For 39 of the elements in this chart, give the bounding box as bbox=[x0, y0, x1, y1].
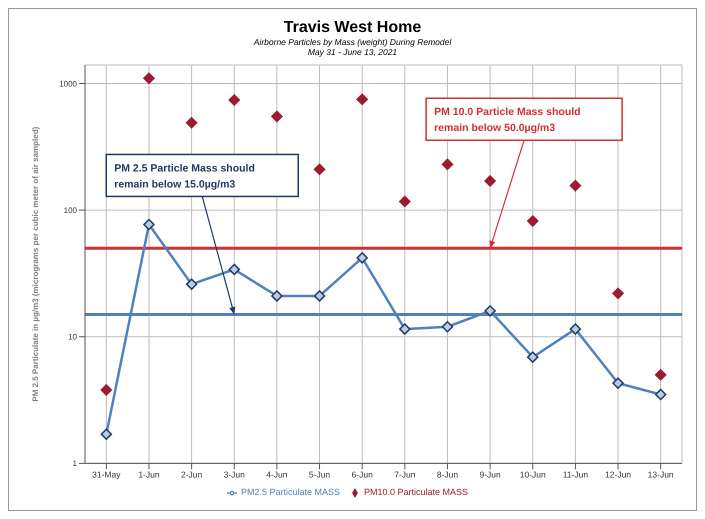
x-tick-label: 8-Jun bbox=[436, 469, 458, 480]
point bbox=[654, 369, 666, 381]
x-tick-label: 9-Jun bbox=[479, 469, 502, 480]
y-tick-label: 1 bbox=[72, 459, 78, 468]
point bbox=[399, 196, 411, 208]
y-tick-label: 1000 bbox=[59, 79, 78, 88]
y-tick-label: 100 bbox=[64, 206, 78, 215]
point bbox=[228, 94, 240, 106]
x-tick-label: 2-Jun bbox=[180, 469, 203, 480]
x-tick-label: 10-Jun bbox=[520, 469, 546, 480]
x-tick-label: 5-Jun bbox=[308, 469, 330, 480]
point bbox=[356, 94, 368, 106]
x-tick-label: 31-May bbox=[92, 469, 122, 480]
x-tick-label: 4-Jun bbox=[266, 469, 288, 480]
x-tick-label: 11-Jun bbox=[562, 469, 588, 480]
x-tick-label: 3-Jun bbox=[224, 469, 246, 480]
point bbox=[186, 116, 198, 128]
point bbox=[612, 288, 624, 300]
y-tick-label: 10 bbox=[68, 332, 78, 342]
x-tick-label: 1-Jun bbox=[138, 469, 160, 480]
chart-subtitle: Airborne Particles by Mass (weight) During Remodel May 31 - June 13, 2021 bbox=[252, 37, 452, 57]
x-tick-label: 7-Jun bbox=[394, 469, 416, 480]
x-tick-label: 13-Jun bbox=[648, 469, 674, 480]
point bbox=[442, 158, 454, 170]
x-tick-label: 6-Jun bbox=[352, 469, 374, 480]
point bbox=[271, 110, 283, 122]
point bbox=[314, 164, 326, 176]
point bbox=[527, 215, 538, 227]
point bbox=[570, 180, 582, 192]
point bbox=[143, 72, 155, 84]
point bbox=[484, 175, 496, 187]
x-tick-label: 12-Jun bbox=[605, 469, 632, 480]
chart-title: Travis West Home bbox=[282, 19, 422, 37]
annotation: PM 10.0 Particle Mass should remain below 50.0µg/m3 bbox=[434, 106, 581, 134]
legend-label: PM2.5 Particulate MASS bbox=[240, 487, 340, 498]
y-axis-title: PM 2.5 Particulate in µg/m3 (micrograms per cubic meter of air sampled) bbox=[30, 126, 40, 402]
annotation: PM 2.5 Particle Mass should remain below 15.0µg/m3 bbox=[114, 162, 255, 190]
point bbox=[100, 384, 112, 396]
legend-label: PM10.0 Particulate MASS bbox=[364, 487, 468, 498]
